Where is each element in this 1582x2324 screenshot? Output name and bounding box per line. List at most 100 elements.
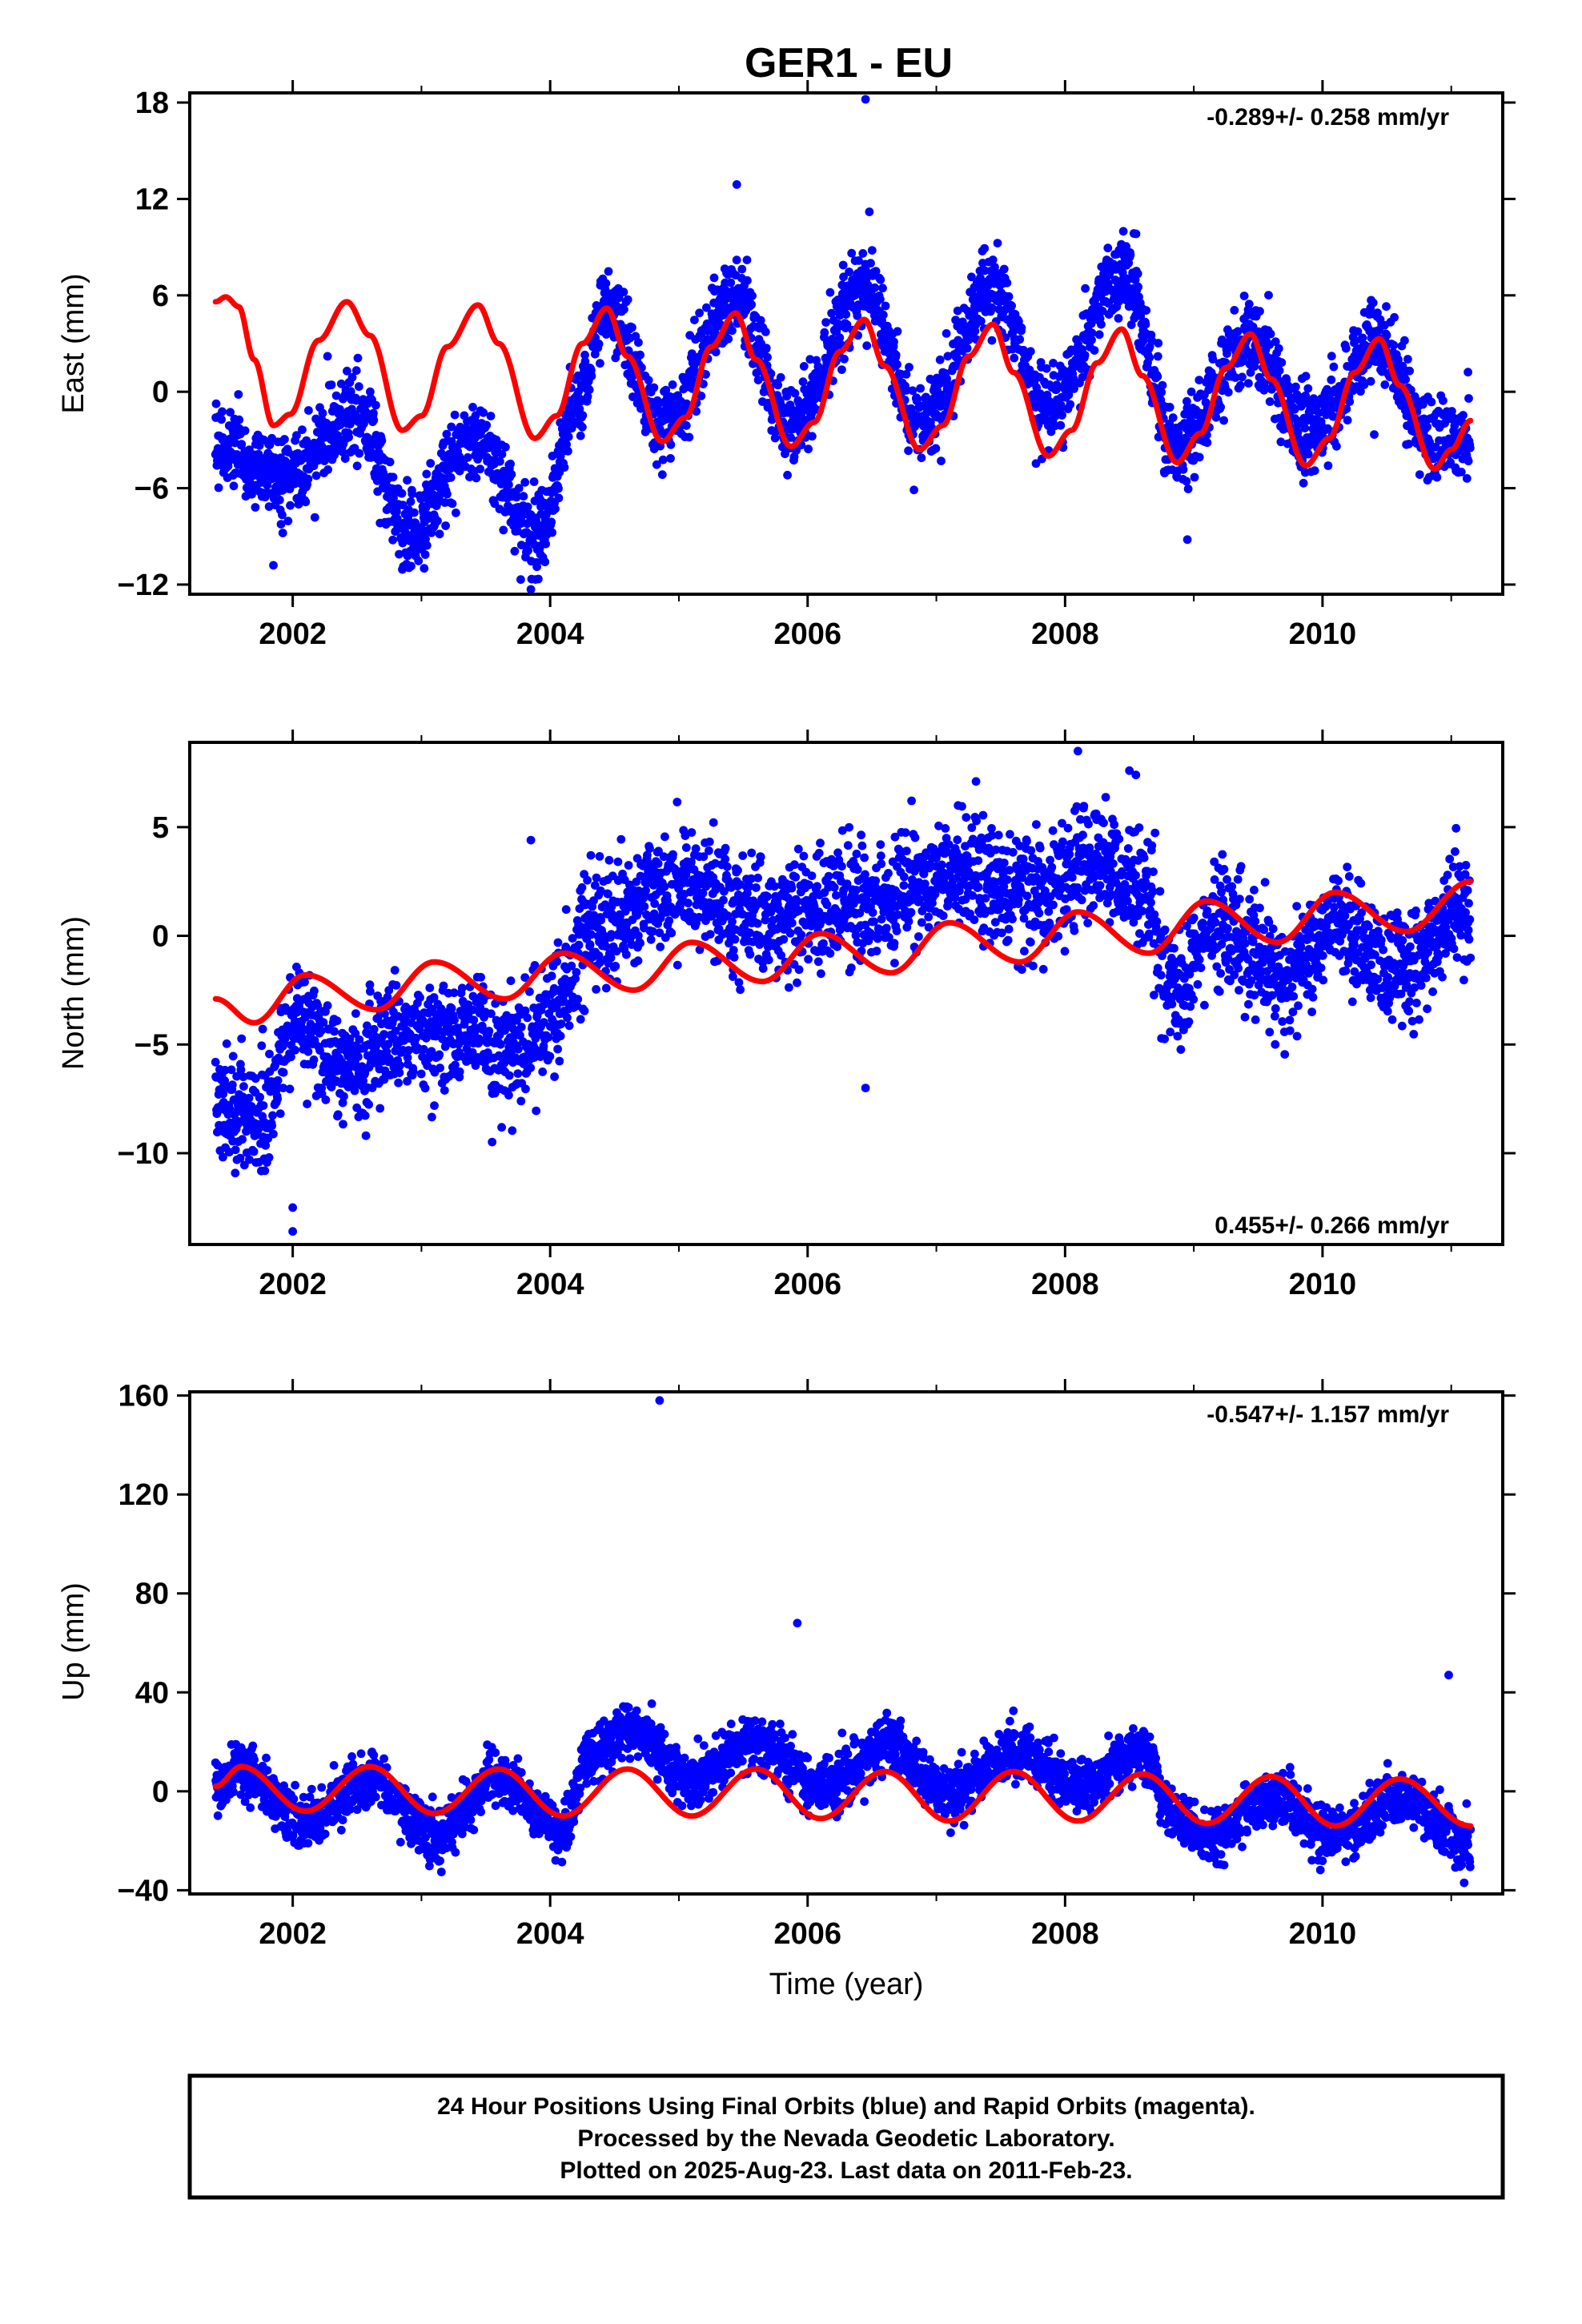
north-data-point xyxy=(616,834,626,844)
east-data-point xyxy=(1266,329,1275,339)
north-data-point xyxy=(303,1100,311,1108)
east-data-point xyxy=(1310,466,1319,476)
east-data-point xyxy=(218,407,227,416)
east-data-point xyxy=(756,316,765,325)
east-y-tick-label: 12 xyxy=(135,183,169,216)
east-data-point xyxy=(1211,412,1221,422)
east-data-point xyxy=(1462,474,1472,483)
east-data-point xyxy=(1203,438,1212,448)
north-data-point xyxy=(747,848,757,858)
east-x-tick-label: 2010 xyxy=(1289,617,1357,651)
north-data-point xyxy=(351,1029,360,1038)
north-data-point xyxy=(429,993,439,1002)
east-data-point xyxy=(532,562,541,572)
east-data-point xyxy=(761,344,771,352)
east-data-point xyxy=(578,411,588,420)
north-data-point xyxy=(791,872,801,882)
east-data-point xyxy=(827,308,836,318)
east-data-point xyxy=(1405,366,1414,376)
east-data-point xyxy=(1080,351,1090,360)
east-data-point xyxy=(942,374,951,384)
north-data-point xyxy=(752,883,761,892)
north-data-point xyxy=(613,857,623,866)
north-data-point xyxy=(667,928,677,938)
north-data-point xyxy=(245,1108,255,1118)
north-data-point xyxy=(513,1044,523,1054)
north-data-point xyxy=(794,965,804,975)
east-data-point xyxy=(820,328,829,337)
east-data-point xyxy=(1165,403,1174,412)
east-data-point xyxy=(1303,384,1313,393)
east-y-tick-label: 18 xyxy=(135,86,169,120)
east-data-point xyxy=(987,336,997,345)
east-data-point xyxy=(1017,323,1026,332)
east-data-point xyxy=(1058,365,1068,375)
east-data-point xyxy=(1415,470,1424,479)
east-data-point xyxy=(265,440,275,449)
east-data-point xyxy=(407,561,416,571)
north-data-point xyxy=(419,1044,428,1054)
east-data-point xyxy=(1153,372,1162,381)
north-data-point xyxy=(544,1032,553,1042)
north-data-point xyxy=(691,844,701,854)
east-data-point xyxy=(853,311,862,320)
north-data-point xyxy=(526,1063,536,1072)
north-data-point xyxy=(721,843,730,853)
north-data-point xyxy=(375,1104,385,1113)
north-data-point xyxy=(496,1039,505,1049)
east-data-point xyxy=(937,456,946,465)
east-data-point xyxy=(347,372,357,382)
north-data-point xyxy=(807,871,817,880)
east-outlier-point xyxy=(865,207,874,216)
east-data-point xyxy=(1373,308,1382,318)
east-x-tick-label: 2002 xyxy=(259,617,327,651)
east-data-point xyxy=(840,354,849,364)
east-data-point xyxy=(1309,394,1319,403)
north-data-point xyxy=(813,957,823,967)
north-data-point xyxy=(238,1135,247,1144)
east-data-point xyxy=(311,471,321,480)
north-data-point xyxy=(258,1024,267,1034)
north-data-point xyxy=(239,1072,248,1082)
east-data-point xyxy=(1271,337,1280,347)
north-data-point xyxy=(232,1072,241,1081)
east-data-point xyxy=(808,432,817,441)
north-data-point xyxy=(244,1093,254,1103)
east-data-point xyxy=(340,454,350,463)
east-data-point xyxy=(1238,372,1247,382)
east-data-point xyxy=(352,461,362,471)
north-data-point xyxy=(332,1016,342,1026)
east-data-point xyxy=(336,379,346,388)
east-data-point xyxy=(761,328,770,336)
north-data-point xyxy=(261,1140,271,1150)
north-data-point xyxy=(269,1129,278,1139)
east-data-point xyxy=(1042,364,1051,373)
north-data-point xyxy=(817,969,825,979)
east-data-point xyxy=(935,355,945,364)
north-data-point xyxy=(545,1051,555,1061)
north-data-point xyxy=(268,1111,277,1120)
east-data-point xyxy=(993,239,1002,247)
east-data-point xyxy=(1456,468,1466,476)
east-data-point xyxy=(507,469,516,479)
east-data-point xyxy=(904,446,913,456)
east-data-point xyxy=(237,440,247,448)
east-data-point xyxy=(747,300,757,309)
east-data-point xyxy=(876,275,885,284)
north-data-point xyxy=(285,1084,295,1094)
east-data-point xyxy=(839,272,848,282)
north-data-point xyxy=(468,1005,477,1015)
north-data-point xyxy=(721,854,730,864)
east-data-point xyxy=(369,416,379,424)
east-data-point xyxy=(1239,292,1249,300)
east-data-point xyxy=(532,517,541,525)
east-data-point xyxy=(1323,424,1332,433)
north-data-point xyxy=(267,1121,276,1131)
north-data-point xyxy=(553,938,563,947)
east-data-point xyxy=(980,243,990,253)
north-data-point xyxy=(379,1030,388,1039)
figure-title: GER1 - EU xyxy=(745,40,953,86)
north-data-point xyxy=(239,1082,248,1091)
east-data-point xyxy=(831,340,840,350)
north-data-point xyxy=(785,928,795,938)
